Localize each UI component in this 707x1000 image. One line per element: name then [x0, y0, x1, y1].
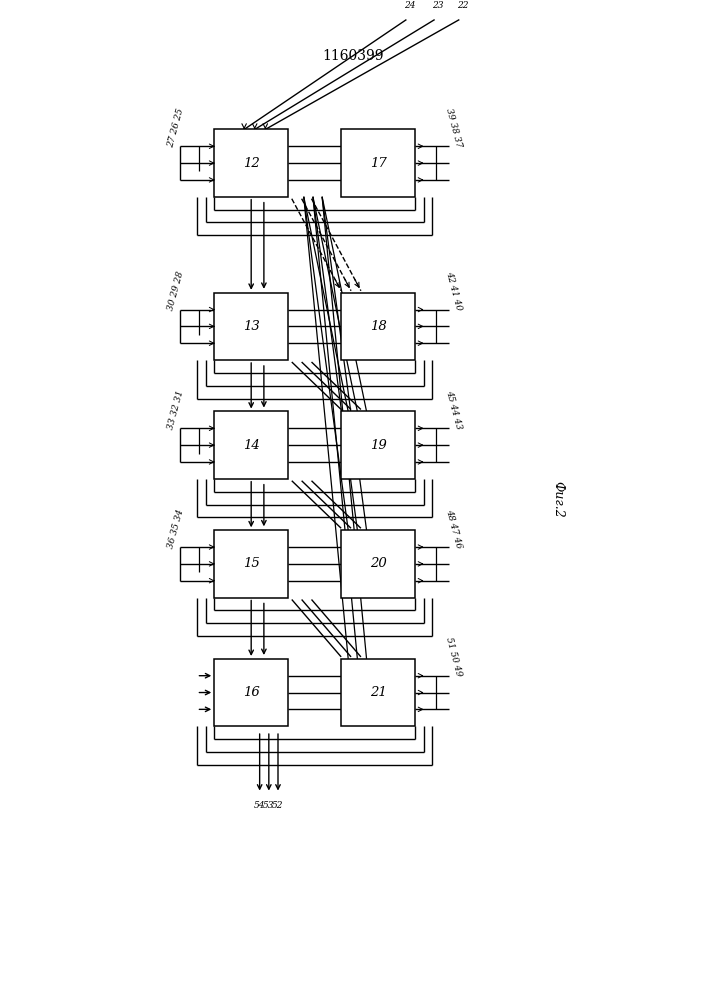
- Bar: [214, 411, 288, 479]
- Text: 48 47 46: 48 47 46: [445, 508, 464, 549]
- Text: 51 50 49: 51 50 49: [445, 636, 464, 678]
- Text: 17: 17: [370, 157, 387, 170]
- Text: 33 32 31: 33 32 31: [165, 389, 185, 430]
- Text: 39 38 37: 39 38 37: [445, 107, 464, 148]
- Text: 22: 22: [457, 1, 469, 10]
- Bar: [214, 659, 288, 726]
- Text: 20: 20: [370, 557, 387, 570]
- Text: 18: 18: [370, 320, 387, 333]
- Bar: [341, 530, 415, 598]
- Bar: [341, 129, 415, 197]
- Text: 54: 54: [254, 801, 265, 810]
- Text: 14: 14: [243, 439, 259, 452]
- Text: 45 44 43: 45 44 43: [445, 389, 464, 430]
- Bar: [341, 659, 415, 726]
- Text: 30 29 28: 30 29 28: [165, 270, 185, 312]
- Text: 19: 19: [370, 439, 387, 452]
- Text: 1160399: 1160399: [323, 49, 384, 63]
- Text: 27 26 25: 27 26 25: [165, 107, 185, 148]
- Text: 52: 52: [272, 801, 284, 810]
- Text: 12: 12: [243, 157, 259, 170]
- Text: Фиг.2: Фиг.2: [551, 481, 565, 518]
- Bar: [341, 293, 415, 360]
- Text: 42 41 40: 42 41 40: [445, 270, 464, 312]
- Text: 21: 21: [370, 686, 387, 699]
- Bar: [214, 293, 288, 360]
- Text: 24: 24: [404, 1, 416, 10]
- Text: 36 35 34: 36 35 34: [165, 508, 185, 549]
- Text: 13: 13: [243, 320, 259, 333]
- Bar: [214, 129, 288, 197]
- Bar: [214, 530, 288, 598]
- Text: 16: 16: [243, 686, 259, 699]
- Text: 53: 53: [263, 801, 274, 810]
- Bar: [341, 411, 415, 479]
- Text: 23: 23: [433, 1, 444, 10]
- Text: 15: 15: [243, 557, 259, 570]
